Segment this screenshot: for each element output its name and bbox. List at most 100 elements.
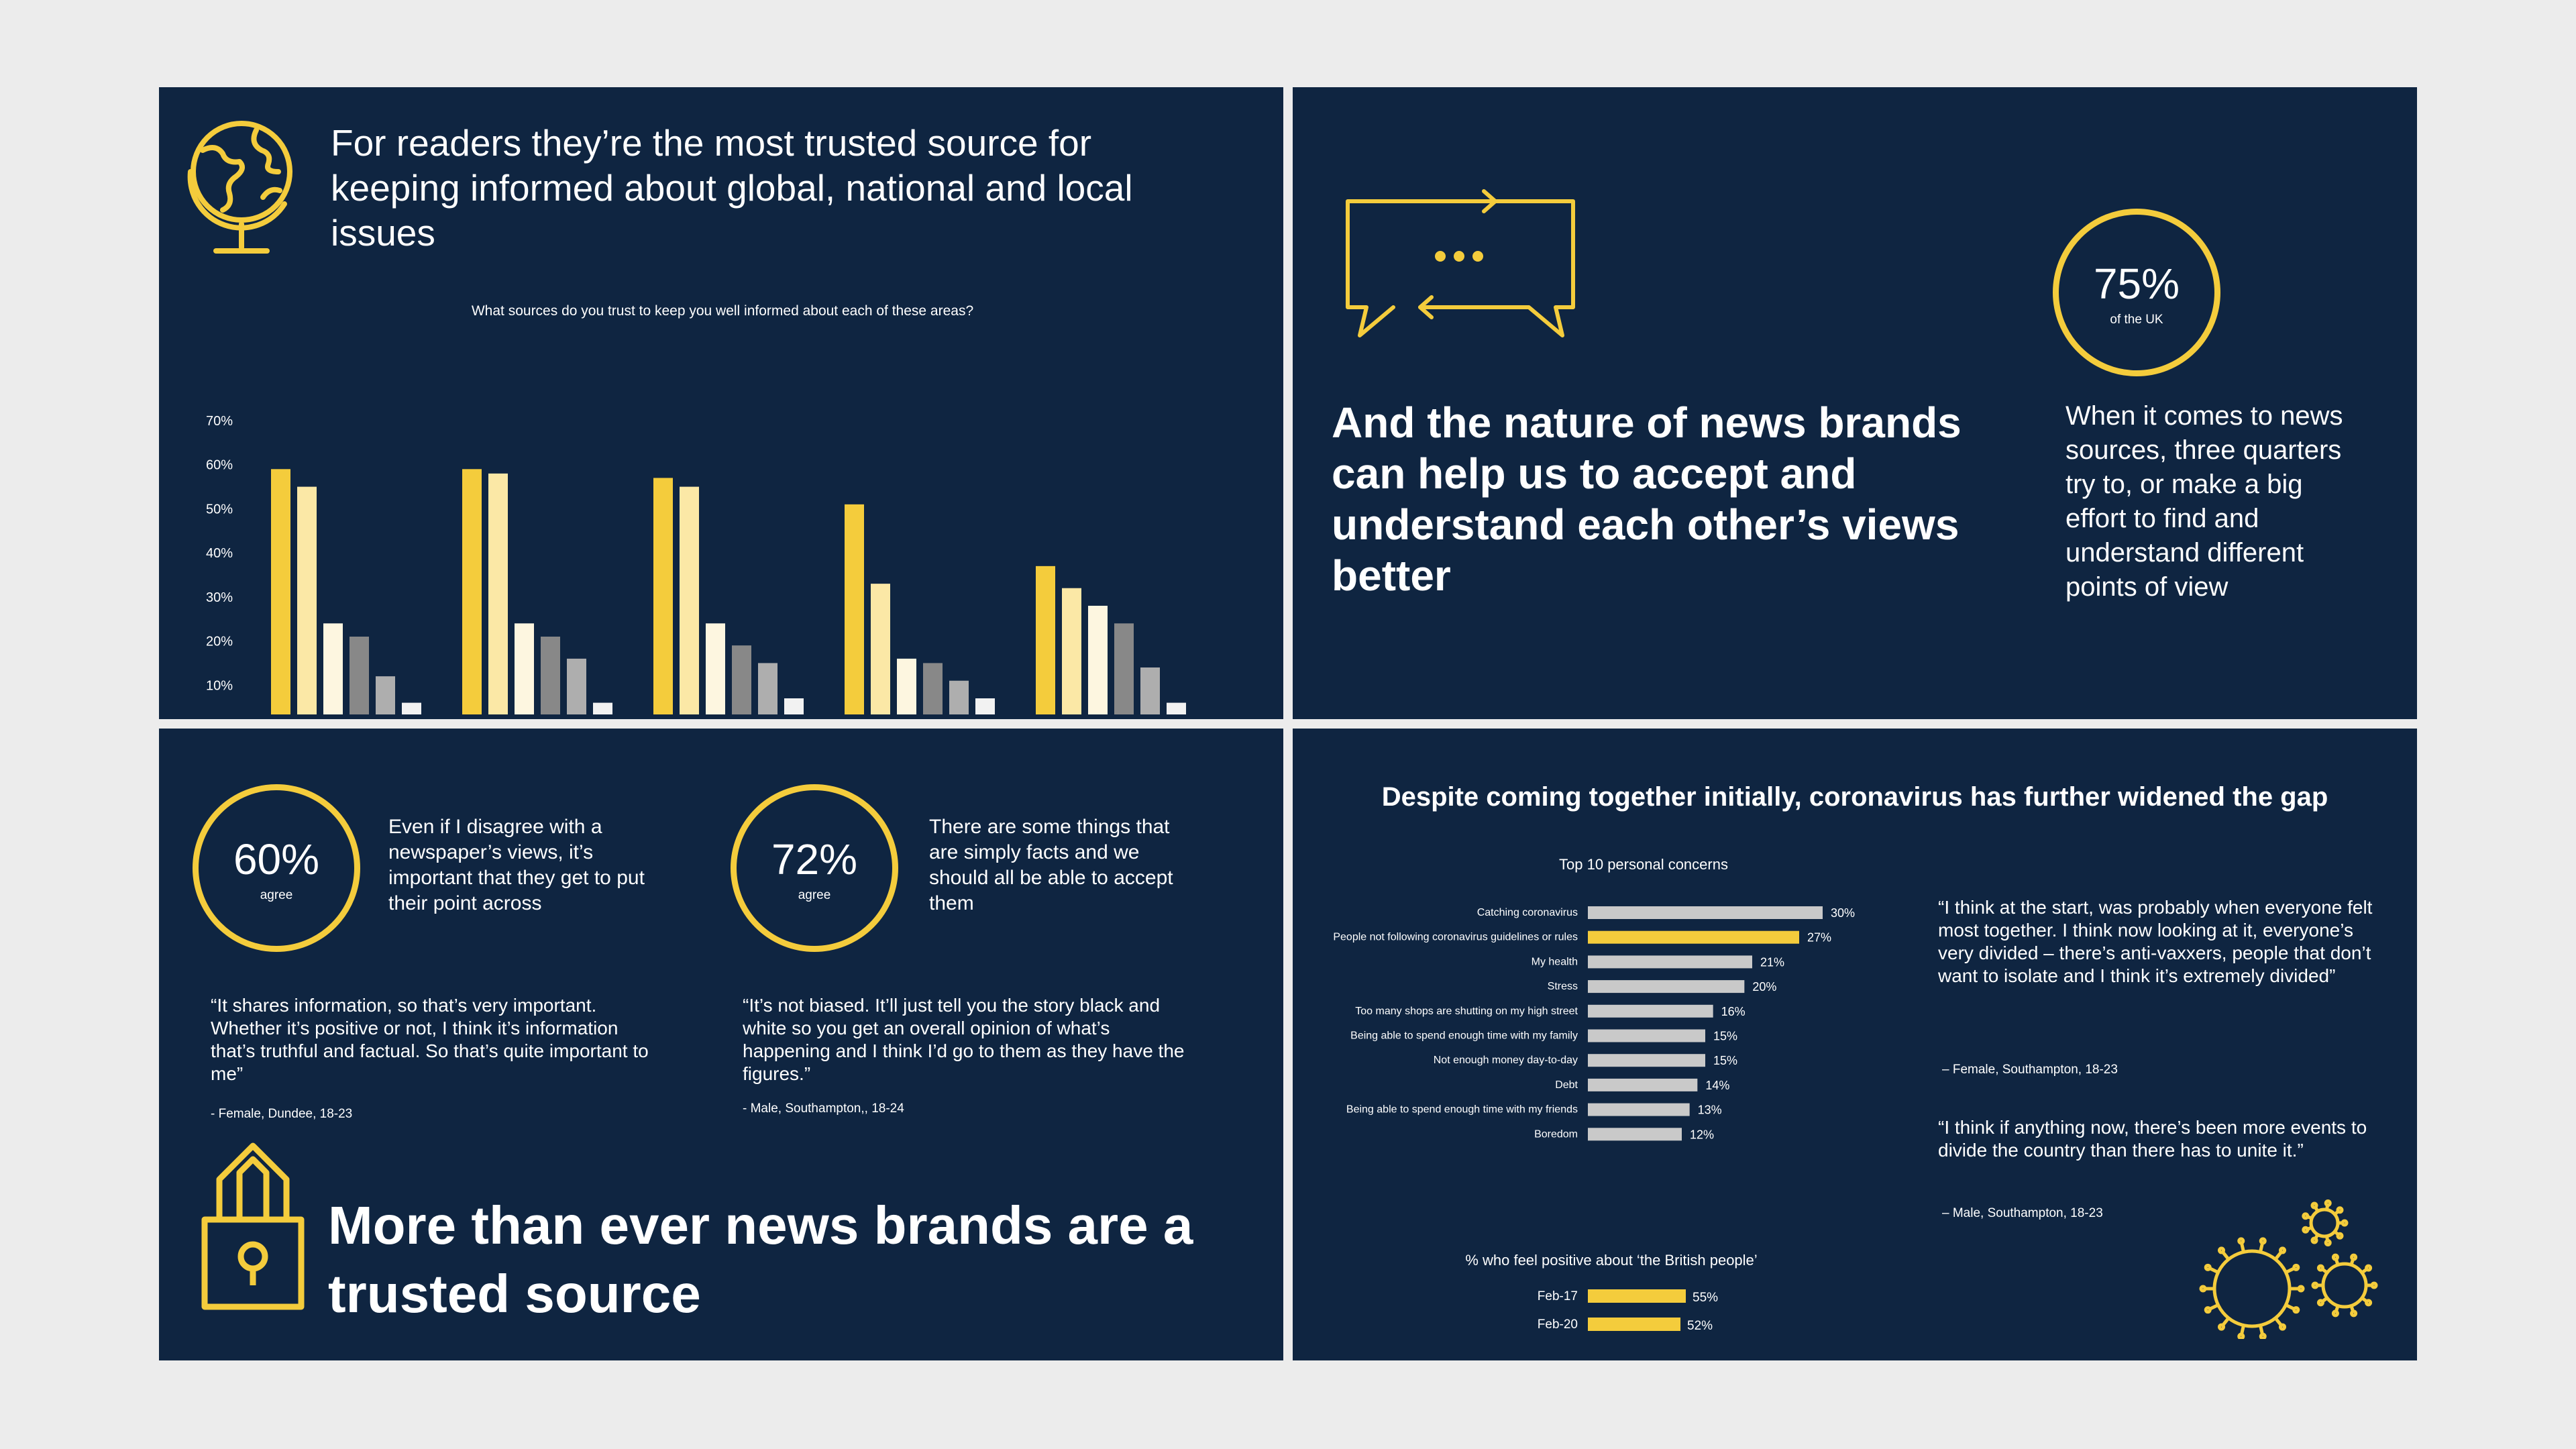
bar bbox=[758, 663, 777, 714]
concern-label: Not enough money day-to-day bbox=[1434, 1055, 1578, 1066]
y-tick-label: 40% bbox=[206, 546, 233, 561]
quote-1: “It shares information, so that’s very i… bbox=[211, 995, 649, 1084]
y-tick-label: 10% bbox=[206, 678, 233, 693]
bar bbox=[1140, 667, 1160, 714]
bar bbox=[593, 702, 612, 714]
period-label: Feb-20 bbox=[1538, 1318, 1578, 1332]
concern-label: Catching coronavirus bbox=[1477, 907, 1578, 918]
concern-label: Being able to spend enough time with my … bbox=[1346, 1104, 1578, 1116]
bar bbox=[350, 637, 369, 714]
stat2-value: 72% bbox=[771, 835, 858, 883]
quote-1-attribution: – Female, Southampton, 18-23 bbox=[1942, 1063, 2118, 1077]
bar bbox=[706, 623, 725, 714]
panel-title: For readers they’re the most trusted sou… bbox=[331, 122, 1133, 254]
bar bbox=[402, 702, 421, 714]
speech-bubbles-icon bbox=[1346, 189, 1575, 337]
concern-bar bbox=[1588, 1128, 1682, 1141]
panel-understanding-views: And the nature of news brands can help u… bbox=[1293, 87, 2417, 719]
stat-text: When it comes to news sources, three qua… bbox=[2065, 401, 2343, 602]
concern-bar bbox=[1588, 1078, 1698, 1091]
stat2-label: agree bbox=[798, 888, 831, 902]
bar bbox=[1036, 566, 1055, 714]
concern-value: 21% bbox=[1760, 955, 1784, 969]
bar bbox=[1062, 588, 1081, 714]
globe-icon bbox=[187, 121, 292, 254]
bar bbox=[488, 473, 508, 714]
y-tick-label: 60% bbox=[206, 458, 233, 473]
bar bbox=[897, 658, 916, 714]
panel-coronavirus-gap: Despite coming together initially, coron… bbox=[1293, 729, 2417, 1360]
bar bbox=[567, 658, 586, 714]
bar bbox=[541, 637, 560, 714]
concern-bar bbox=[1588, 980, 1745, 994]
bar bbox=[376, 676, 395, 714]
chart-title: What sources do you trust to keep you we… bbox=[472, 303, 973, 319]
quote-2-attribution: - Male, Southampton,, 18-24 bbox=[743, 1102, 904, 1116]
concern-label: Stress bbox=[1548, 981, 1578, 992]
bar bbox=[462, 469, 482, 714]
stat1-text: Even if I disagree with a newspaper’s vi… bbox=[388, 816, 645, 914]
stat1-label: agree bbox=[260, 888, 293, 902]
concern-value: 12% bbox=[1690, 1128, 1714, 1141]
stat2-ring: 72% agree bbox=[731, 784, 898, 952]
positive-bar bbox=[1588, 1318, 1681, 1331]
y-tick-label: 70% bbox=[206, 414, 233, 429]
stat-ring: 75% of the UK bbox=[2053, 209, 2220, 376]
concern-value: 16% bbox=[1721, 1005, 1746, 1018]
bar bbox=[323, 623, 343, 714]
trusted-sources-chart: What sources do you trust to keep you we… bbox=[206, 303, 1186, 714]
quote-2-attribution: – Male, Southampton, 18-23 bbox=[1942, 1206, 2103, 1220]
concern-label: My health bbox=[1532, 956, 1578, 967]
concern-value: 20% bbox=[1752, 980, 1776, 994]
bar bbox=[297, 486, 317, 714]
panel-title: Despite coming together initially, coron… bbox=[1381, 782, 2328, 812]
panel-trusted-sources: For readers they’re the most trusted sou… bbox=[159, 87, 1283, 719]
quote-1: “I think at the start, was probably when… bbox=[1938, 897, 2373, 986]
quote-1-attribution: - Female, Dundee, 18-23 bbox=[211, 1107, 353, 1121]
concern-bar bbox=[1588, 1054, 1705, 1067]
period-label: Feb-17 bbox=[1538, 1289, 1578, 1303]
bar bbox=[680, 486, 699, 714]
panel-trusted-source: 60% agree Even if I disagree with a news… bbox=[159, 729, 1283, 1360]
positive-value: 52% bbox=[1687, 1319, 1713, 1332]
concern-bar bbox=[1588, 1103, 1690, 1116]
bar bbox=[1114, 623, 1134, 714]
positive-bar bbox=[1588, 1289, 1686, 1303]
y-tick-label: 50% bbox=[206, 502, 233, 517]
concern-value: 13% bbox=[1698, 1104, 1722, 1117]
concern-label: People not following coronavirus guideli… bbox=[1333, 932, 1578, 943]
quote-2: “It’s not biased. It’ll just tell you th… bbox=[743, 995, 1185, 1084]
concern-label: Being able to spend enough time with my … bbox=[1350, 1030, 1578, 1042]
concern-value: 15% bbox=[1713, 1054, 1737, 1067]
bar bbox=[845, 504, 864, 714]
concern-label: Debt bbox=[1555, 1079, 1578, 1091]
bar bbox=[653, 478, 673, 714]
stat1-value: 60% bbox=[233, 835, 320, 883]
quote-2: “I think if anything now, there’s been m… bbox=[1938, 1117, 2367, 1161]
stat-label: of the UK bbox=[2110, 313, 2163, 327]
concern-value: 27% bbox=[1807, 931, 1831, 945]
bar bbox=[949, 680, 969, 714]
concern-value: 30% bbox=[1831, 906, 1855, 920]
concern-label: Too many shops are shutting on my high s… bbox=[1355, 1006, 1578, 1017]
y-tick-label: 20% bbox=[206, 635, 233, 649]
padlock-icon bbox=[201, 1142, 305, 1310]
virus-icon bbox=[2199, 1199, 2378, 1339]
panel-headline: And the nature of news brands can help u… bbox=[1332, 398, 1962, 600]
stat-value: 75% bbox=[2093, 260, 2180, 308]
concern-bar bbox=[1588, 1004, 1713, 1018]
positive-value: 55% bbox=[1693, 1291, 1718, 1305]
concerns-charts: Top 10 personal concerns Catching corona… bbox=[1333, 856, 1855, 1332]
bar bbox=[975, 698, 995, 714]
concern-bar bbox=[1588, 930, 1799, 944]
concern-label: Boredom bbox=[1534, 1128, 1578, 1140]
concern-bar bbox=[1588, 906, 1823, 919]
bar bbox=[732, 645, 751, 714]
bar bbox=[1167, 702, 1186, 714]
bar bbox=[515, 623, 534, 714]
bar bbox=[1088, 606, 1108, 714]
bar bbox=[271, 469, 290, 714]
stat2-text: There are some things that are simply fa… bbox=[929, 816, 1173, 914]
concern-value: 14% bbox=[1705, 1079, 1729, 1092]
bar bbox=[784, 698, 804, 714]
